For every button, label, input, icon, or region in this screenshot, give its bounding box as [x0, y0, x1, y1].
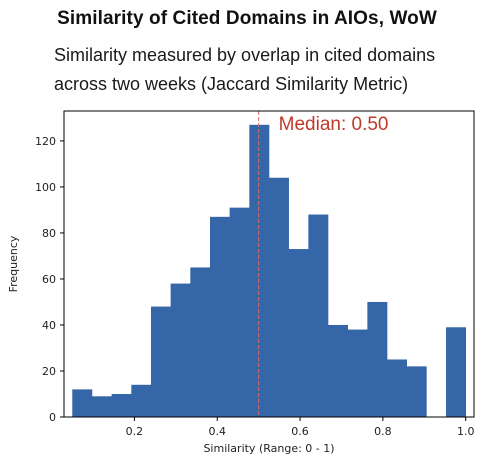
- histogram-bar: [91, 396, 112, 417]
- y-tick-label: 20: [42, 365, 56, 378]
- histogram-bar: [190, 267, 211, 417]
- histogram-bar: [308, 214, 329, 417]
- histogram-bar: [367, 301, 388, 417]
- y-tick-label: 40: [42, 319, 56, 332]
- histogram-bar: [249, 124, 270, 418]
- x-axis-ticks: 0.2 0.4 0.6 0.8 1.0: [126, 417, 475, 438]
- histogram-bar: [387, 359, 407, 417]
- histogram-bar: [72, 389, 93, 417]
- x-tick-label: 0.8: [374, 425, 392, 438]
- x-tick-label: 0.4: [208, 425, 226, 438]
- y-tick-label: 120: [35, 135, 56, 148]
- y-tick-label: 100: [35, 181, 56, 194]
- plot-frame: [63, 110, 475, 418]
- histogram-bar: [229, 207, 250, 417]
- x-tick-label: 0.2: [126, 425, 144, 438]
- x-axis-label: Similarity (Range: 0 - 1): [203, 442, 334, 455]
- y-tick-label: 0: [49, 411, 56, 424]
- median-label: Median: 0.50: [279, 114, 389, 135]
- y-axis-label: Frequency: [7, 235, 20, 292]
- histogram-bar: [111, 393, 132, 417]
- histogram-bars: [72, 124, 467, 418]
- chart-title: Similarity of Cited Domains in AIOs, WoW: [57, 8, 437, 29]
- histogram-bar: [150, 306, 171, 417]
- histogram-bar: [347, 329, 368, 417]
- x-tick-label: 0.6: [291, 425, 309, 438]
- histogram-bar: [209, 216, 230, 417]
- histogram-bar: [406, 366, 427, 417]
- histogram-bar: [269, 177, 289, 417]
- subtitle-line-1: Similarity measured by overlap in cited …: [54, 45, 436, 65]
- y-tick-label: 80: [42, 227, 56, 240]
- y-axis-ticks: 0 20 40 60 80 100 120: [35, 135, 64, 424]
- histogram-bar: [170, 283, 191, 417]
- subtitle-line-2: across two weeks (Jaccard Similarity Met…: [54, 74, 409, 94]
- y-tick-label: 60: [42, 273, 56, 286]
- histogram-bar: [131, 384, 152, 417]
- chart-subtitle: Similarity measured by overlap in cited …: [54, 41, 484, 99]
- histogram-bar: [328, 324, 348, 417]
- histogram-bar: [288, 249, 309, 417]
- x-tick-label: 1.0: [457, 425, 475, 438]
- histogram-bar: [446, 327, 467, 417]
